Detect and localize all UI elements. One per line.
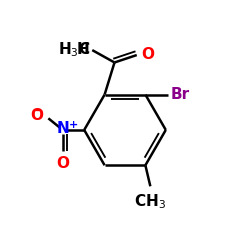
Text: O: O [30,108,44,123]
Text: H: H [77,42,90,57]
Text: Br: Br [170,87,190,102]
Text: O: O [57,156,70,171]
Text: +: + [69,120,78,130]
Text: N: N [57,121,70,136]
Text: H$_3$C: H$_3$C [58,40,90,59]
Text: −: − [34,106,43,116]
Text: CH$_3$: CH$_3$ [134,192,166,211]
Text: O: O [141,46,154,62]
